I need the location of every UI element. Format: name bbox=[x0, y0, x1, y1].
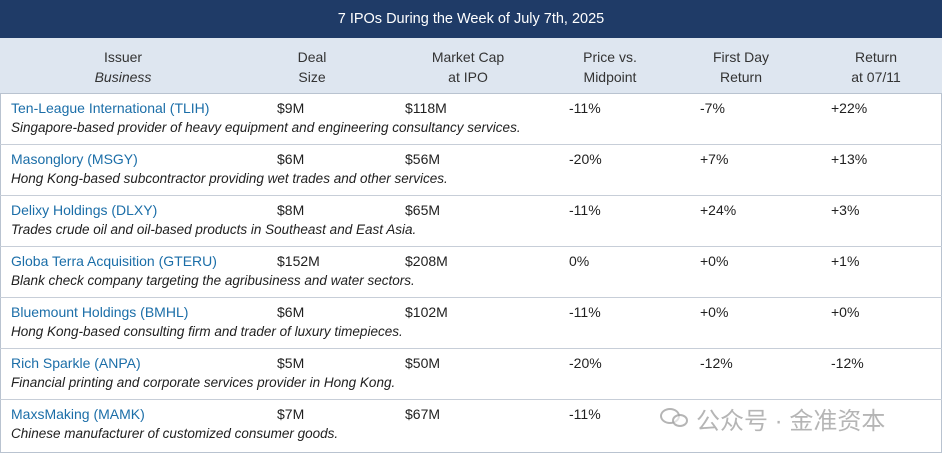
table-row: Rich Sparkle (ANPA) $5M $50M -20% -12% -… bbox=[0, 349, 942, 400]
deal-size: $9M bbox=[277, 100, 305, 116]
watermark: 公众号 · 金准资本 bbox=[660, 398, 930, 438]
price-vs-midpoint: -11% bbox=[569, 406, 601, 422]
price-vs-midpoint: -11% bbox=[569, 100, 601, 116]
business-description: Trades crude oil and oil-based products … bbox=[11, 222, 417, 237]
market-cap: $50M bbox=[405, 355, 441, 371]
issuer-link[interactable]: Delixy Holdings (DLXY) bbox=[11, 202, 158, 218]
header-price-vs-midpoint: Price vs. Midpoint bbox=[560, 47, 660, 87]
header-mid-line1: Price vs. bbox=[583, 49, 637, 65]
business-description: Hong Kong-based consulting firm and trad… bbox=[11, 324, 403, 339]
return-to-date: +13% bbox=[831, 151, 868, 167]
issuer-link[interactable]: Masonglory (MSGY) bbox=[11, 151, 138, 167]
deal-size: $5M bbox=[277, 355, 305, 371]
deal-size: $6M bbox=[277, 304, 305, 320]
issuer-link[interactable]: MaxsMaking (MAMK) bbox=[11, 406, 145, 422]
market-cap: $102M bbox=[405, 304, 448, 320]
header-deal-line2: Size bbox=[298, 69, 326, 85]
market-cap: $208M bbox=[405, 253, 448, 269]
header-market-cap: Market Cap at IPO bbox=[408, 47, 528, 87]
issuer-link[interactable]: Globa Terra Acquisition (GTERU) bbox=[11, 253, 217, 269]
return-to-date: +3% bbox=[831, 202, 860, 218]
deal-size: $8M bbox=[277, 202, 305, 218]
price-vs-midpoint: 0% bbox=[569, 253, 590, 269]
first-day-return: +7% bbox=[700, 151, 729, 167]
return-to-date: -12% bbox=[831, 355, 864, 371]
table-title: 7 IPOs During the Week of July 7th, 2025 bbox=[0, 0, 942, 38]
price-vs-midpoint: -11% bbox=[569, 202, 601, 218]
table-row: Ten-League International (TLIH) $9M $118… bbox=[0, 94, 942, 145]
table-row: Globa Terra Acquisition (GTERU) $152M $2… bbox=[0, 247, 942, 298]
table-row: Bluemount Holdings (BMHL) $6M $102M -11%… bbox=[0, 298, 942, 349]
first-day-return: -7% bbox=[700, 100, 725, 116]
first-day-return: +0% bbox=[700, 253, 729, 269]
business-description: Hong Kong-based subcontractor providing … bbox=[11, 171, 448, 186]
business-description: Blank check company targeting the agribu… bbox=[11, 273, 415, 288]
first-day-return: -12% bbox=[700, 355, 733, 371]
header-first-day-return: First Day Return bbox=[691, 47, 791, 87]
price-vs-midpoint: -20% bbox=[569, 355, 602, 371]
ipo-rows: Ten-League International (TLIH) $9M $118… bbox=[0, 94, 942, 451]
business-description: Financial printing and corporate service… bbox=[11, 375, 396, 390]
market-cap: $118M bbox=[405, 100, 447, 116]
header-issuer: Issuer Business bbox=[58, 47, 188, 87]
return-to-date: +22% bbox=[831, 100, 868, 116]
deal-size: $6M bbox=[277, 151, 305, 167]
header-ret-line1: Return bbox=[854, 49, 898, 65]
table-row: MaxsMaking (MAMK) $7M $67M -11% Chinese … bbox=[0, 400, 942, 451]
header-return-at-date: Return at 07/11 bbox=[826, 47, 926, 87]
header-fd-line1: First Day bbox=[713, 49, 769, 65]
first-day-return: +24% bbox=[700, 202, 737, 218]
header-deal-line1: Deal bbox=[297, 49, 327, 65]
return-to-date: +0% bbox=[831, 304, 860, 320]
market-cap: $67M bbox=[405, 406, 441, 422]
deal-size: $7M bbox=[277, 406, 305, 422]
first-day-return: +0% bbox=[700, 304, 729, 320]
table-row: Delixy Holdings (DLXY) $8M $65M -11% +24… bbox=[0, 196, 942, 247]
business-description: Chinese manufacturer of customized consu… bbox=[11, 426, 339, 441]
business-description: Singapore-based provider of heavy equipm… bbox=[11, 120, 521, 135]
table-title-text: 7 IPOs During the Week of July 7th, 2025 bbox=[337, 11, 605, 27]
deal-size: $152M bbox=[277, 253, 320, 269]
wechat-icon bbox=[660, 406, 690, 430]
table-row: Masonglory (MSGY) $6M $56M -20% +7% +13%… bbox=[0, 145, 942, 196]
header-business-label: Business bbox=[94, 69, 152, 85]
header-fd-line2: Return bbox=[719, 69, 763, 85]
watermark-text: 公众号 · 金准资本 bbox=[696, 407, 886, 435]
column-header-row: Issuer Business Deal Size Market Cap at … bbox=[0, 38, 942, 94]
header-cap-line2: at IPO bbox=[448, 69, 488, 85]
issuer-link[interactable]: Bluemount Holdings (BMHL) bbox=[11, 304, 189, 320]
header-mid-line2: Midpoint bbox=[583, 69, 637, 85]
issuer-link[interactable]: Rich Sparkle (ANPA) bbox=[11, 355, 141, 371]
market-cap: $65M bbox=[405, 202, 441, 218]
price-vs-midpoint: -11% bbox=[569, 304, 601, 320]
return-to-date: +1% bbox=[831, 253, 860, 269]
issuer-link[interactable]: Ten-League International (TLIH) bbox=[11, 100, 210, 116]
header-deal-size: Deal Size bbox=[262, 47, 362, 87]
header-ret-line2: at 07/11 bbox=[851, 69, 901, 85]
header-issuer-label: Issuer bbox=[103, 49, 143, 65]
market-cap: $56M bbox=[405, 151, 441, 167]
header-cap-line1: Market Cap bbox=[431, 49, 505, 65]
price-vs-midpoint: -20% bbox=[569, 151, 602, 167]
